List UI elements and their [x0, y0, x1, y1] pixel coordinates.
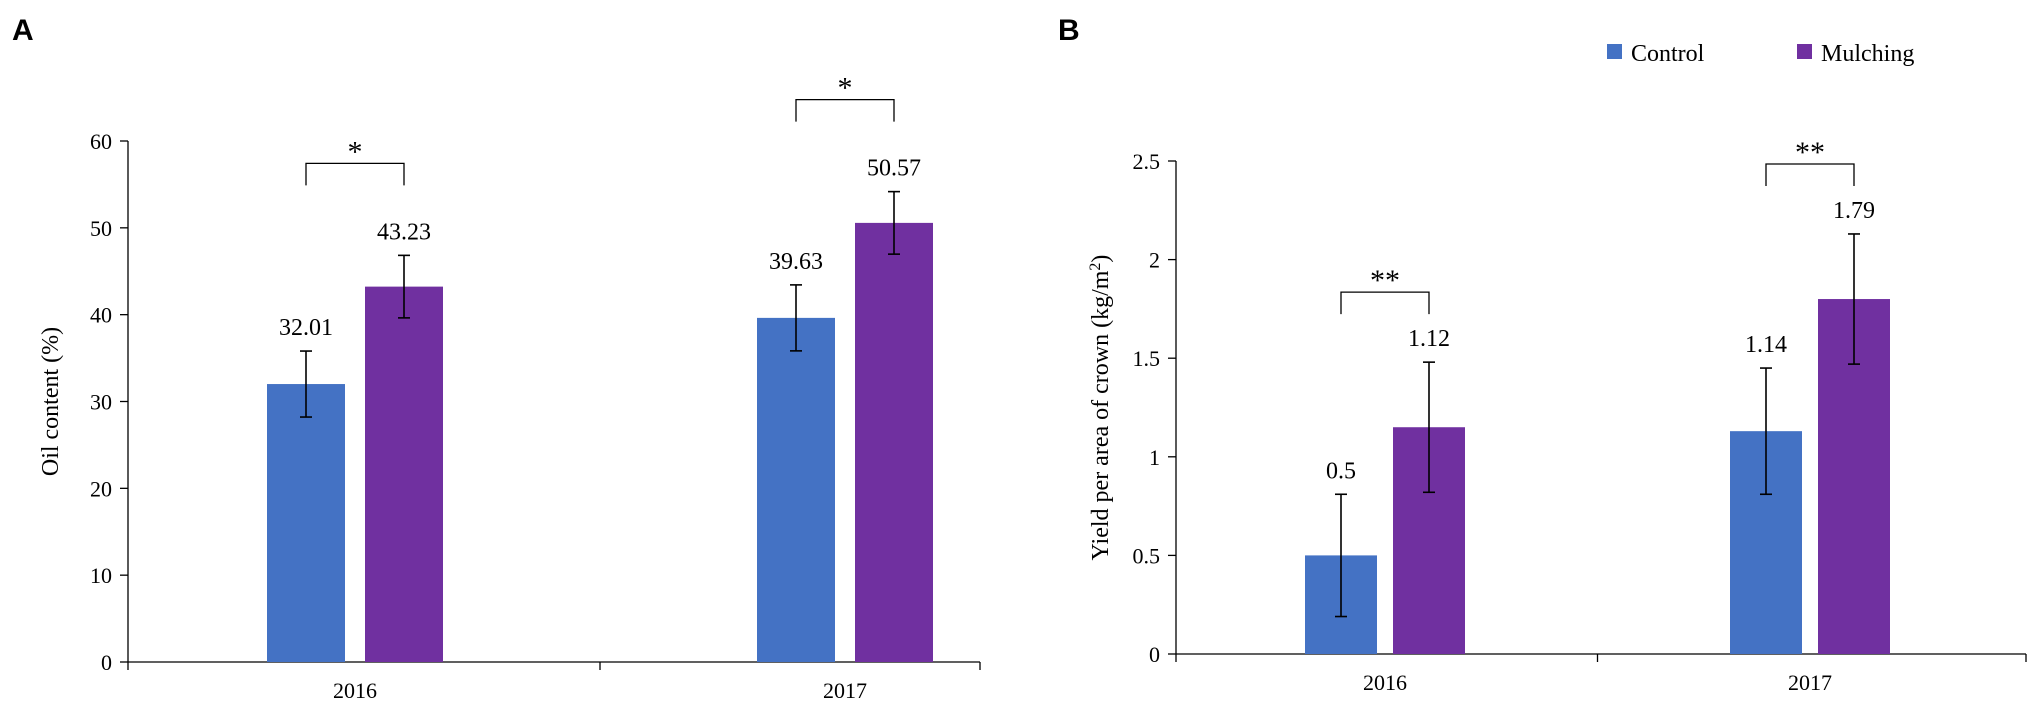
x-tick-label-2017: 2017: [823, 678, 867, 703]
panel-letter-b: B: [1058, 14, 1080, 47]
significance-bracket-2016: [1340, 291, 1430, 315]
x-tick-label-2016: 2016: [1363, 670, 1407, 695]
data-label-mulching-2016: 43.23: [377, 219, 431, 245]
y-tick-label: 20: [90, 476, 112, 501]
y-axis-label: Oil content (%): [38, 327, 64, 476]
bar-control-2017: [757, 317, 835, 662]
y-tick-label: 1: [1149, 445, 1160, 470]
significance-bracket-2016: [305, 162, 405, 186]
significance-marker-2016: **: [1370, 264, 1400, 297]
legend-swatch-mulching: [1797, 44, 1812, 59]
significance-bracket-2017: [795, 98, 895, 122]
significance-marker-2016: *: [348, 135, 363, 168]
y-tick-label: 0: [1149, 642, 1160, 667]
bar-mulching-2017: [855, 222, 933, 662]
y-tick-label: 60: [90, 129, 112, 154]
data-label-control-2016: 0.5: [1326, 458, 1356, 484]
significance-marker-2017: **: [1795, 136, 1825, 169]
data-label-mulching-2016: 1.12: [1408, 326, 1450, 352]
data-label-mulching-2017: 1.79: [1833, 198, 1875, 224]
x-tick-label-2016: 2016: [333, 678, 377, 703]
y-tick-label: 0.5: [1133, 543, 1161, 568]
panel-letter-a: A: [12, 14, 34, 47]
legend-label-control: Control: [1631, 41, 1705, 67]
y-tick-label: 40: [90, 303, 112, 328]
y-tick-label: 30: [90, 390, 112, 415]
data-label-control-2017: 1.14: [1745, 332, 1787, 358]
y-tick-label: 1.5: [1133, 346, 1161, 371]
y-tick-label: 50: [90, 216, 112, 241]
bar-mulching-2016: [365, 286, 443, 662]
y-tick-label: 2: [1149, 248, 1160, 273]
data-label-mulching-2017: 50.57: [867, 156, 921, 182]
y-tick-label: 2.5: [1133, 149, 1161, 174]
legend-swatch-control: [1607, 44, 1622, 59]
significance-bracket-2017: [1765, 163, 1855, 186]
x-tick-label-2017: 2017: [1788, 670, 1832, 695]
significance-marker-2017: *: [838, 72, 853, 105]
chart-yield-per-crown: 0 0.5 1 1.5 2 2.5 2016 0.5 1.12 ** 2017 1.14 1.79 ** Y…: [1087, 136, 2027, 695]
chart-oil-content: 0 10 20 30 40 50 60 2016 32.01 43.23 * 2017 39.63 50.…: [38, 72, 981, 703]
bar-control-2016: [267, 384, 345, 662]
y-tick-label: 0: [101, 650, 112, 675]
data-label-control-2017: 39.63: [769, 249, 823, 275]
legend-label-mulching: Mulching: [1821, 41, 1914, 67]
data-label-control-2016: 32.01: [279, 315, 333, 341]
legend: Control Mulching: [1607, 41, 1914, 67]
y-axis-label: Yield per area of crown (kg/m2): [1087, 255, 1115, 561]
y-tick-label: 10: [90, 563, 112, 588]
